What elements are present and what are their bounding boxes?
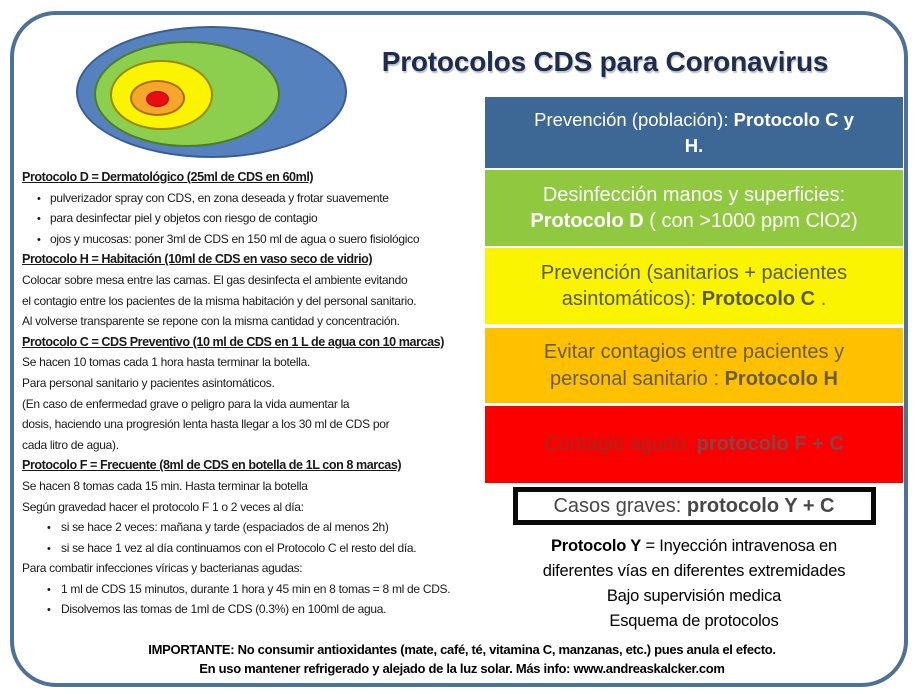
protocol-box-prevencion-poblacion: Prevención (población): Protocolo C y H.: [485, 97, 903, 168]
bullet-icon: •: [37, 213, 41, 226]
protocol-header: Protocolo F = Frecuente (8ml de CDS en b…: [22, 458, 402, 473]
protocol-box-casos-graves: Casos graves: protocolo Y + C: [512, 487, 876, 525]
text-line: Para personal sanitario y pacientes asin…: [22, 375, 275, 390]
protocol-box-desinfeccion: Desinfección manos y superficies: Protoco…: [485, 170, 903, 246]
bullet-text: pulverizador spray con CDS, en zona dese…: [50, 190, 389, 205]
text: personal sanitario :: [550, 367, 725, 390]
bold-text: protocolo Y + C: [686, 494, 835, 517]
bold-text: Protocolo C: [701, 288, 816, 310]
text: asintomáticos):: [561, 288, 702, 310]
protocol-box-evitar-contagios: Evitar contagios entre pacientes y person…: [485, 328, 903, 403]
text-line: Al volverse transparente se repone con l…: [22, 314, 400, 329]
bullet-icon: •: [47, 604, 51, 617]
bullet-text: Disolvemos las tomas de 1ml de CDS (0.3%…: [61, 602, 387, 617]
page-title: Protocolos CDS para Coronavirus: [381, 46, 829, 77]
bullet-icon: •: [37, 192, 41, 205]
footer-line: En uso mantener refrigerado y alejado de…: [199, 660, 725, 676]
protocol-box-prevencion-sanitarios: Prevención (sanitarios + pacientes asinto…: [485, 248, 903, 324]
note-line: Bajo supervisión medica: [485, 584, 903, 609]
text-line: Se hacen 8 tomas cada 15 min. Hasta term…: [22, 478, 308, 493]
text: Esquema de protocolos: [609, 612, 779, 630]
bold-text: Protocolo H: [724, 367, 838, 390]
text-line: • Disolvemos las tomas de 1ml de CDS (0.3…: [22, 599, 492, 620]
bullet-text: si se hace 1 vez al día continuamos con …: [61, 540, 417, 555]
box-line: personal sanitario : Protocolo H: [550, 366, 838, 393]
box-line: Prevención (población): Protocolo C y: [534, 107, 854, 133]
text: Casos graves:: [553, 494, 687, 517]
bullet-text: para desinfectar piel y objetos con ries…: [50, 211, 318, 226]
box-line: H.: [685, 133, 704, 159]
text-line: • si se hace 2 veces: mañana y tarde (esp…: [22, 517, 492, 538]
bullet-icon: •: [47, 522, 51, 535]
text-line: Se hacen 10 tomas cada 1 hora hasta term…: [22, 355, 311, 370]
text-line: el contagio entre los pacientes de la mi…: [22, 293, 417, 308]
box-line: Casos graves: protocolo Y + C: [553, 493, 834, 520]
bold-text: Protocolo D: [530, 210, 644, 232]
text-line: (En caso de enfermedad grave o peligro p…: [22, 396, 350, 411]
protocol-header: Protocolo D = Dermatológico (25ml de CDS…: [22, 170, 314, 184]
red-center-ellipse: [146, 91, 169, 107]
text: Prevención (sanitarios + pacientes: [540, 261, 848, 284]
bold-text: protocolo F + C: [696, 433, 844, 456]
protocol-y-note: Protocolo Y = Inyección intravenosa en di…: [485, 534, 903, 634]
bold-text: Protocolo C y: [733, 108, 854, 130]
text-line: • pulverizador spray con CDS, en zona des…: [22, 188, 492, 209]
text-line: • 1 ml de CDS 15 minutos, durante 1 hora …: [22, 579, 492, 600]
text: Prevención (población):: [534, 108, 734, 130]
text-line: • para desinfectar piel y objetos con rie…: [22, 208, 492, 229]
text: .: [815, 288, 827, 310]
bullet-text: ojos y mucosas: poner 3ml de CDS en 150 …: [50, 231, 420, 246]
box-line: Evitar contagios entre pacientes y: [544, 339, 844, 366]
bullet-icon: •: [47, 583, 51, 596]
box-line: Protocolo D ( con >1000 ppm ClO2): [530, 208, 857, 235]
card-border: [10, 11, 908, 687]
bullet-text: si se hace 2 veces: mañana y tarde (espa…: [61, 520, 389, 535]
left-column: Protocolo D = Dermatológico (25ml de CDS…: [22, 167, 492, 620]
bullet-icon: •: [47, 542, 51, 555]
note-line: Esquema de protocolos: [485, 609, 903, 634]
text-line: cada litro de agua).: [22, 437, 119, 452]
text-line: Colocar sobre mesa entre las camas. El g…: [22, 272, 408, 287]
bold-text: H.: [684, 134, 704, 156]
text: Desinfección manos y superficies:: [542, 183, 846, 206]
footer-line: IMPORTANTE: No consumir antioxidantes (m…: [148, 642, 776, 657]
box-line: Desinfección manos y superficies:: [543, 182, 845, 209]
text: Evitar contagios entre pacientes y: [543, 341, 845, 363]
text: diferentes vías en diferentes extremidad…: [542, 562, 846, 580]
text-line: • si se hace 1 vez al día continuamos con…: [22, 538, 492, 559]
box-line: Prevención (sanitarios + pacientes: [541, 260, 847, 287]
text-line: dosis, haciendo una progresión lenta has…: [22, 417, 390, 432]
box-line: Contagio agudo: protocolo F + C: [544, 431, 844, 458]
note-line: diferentes vías en diferentes extremidad…: [485, 559, 903, 584]
bold-text: Protocolo Y: [550, 537, 642, 555]
protocol-header: Protocolo C = CDS Preventivo (10 ml de C…: [22, 334, 444, 349]
text: = Inyección intravenosa en: [641, 537, 838, 555]
note-line: Protocolo Y = Inyección intravenosa en: [485, 534, 903, 559]
footer-warning: IMPORTANTE: No consumir antioxidantes (m…: [20, 641, 904, 678]
protocol-box-contagio-agudo: Contagio agudo: protocolo F + C: [485, 406, 903, 483]
box-line: asintomáticos): Protocolo C .: [562, 286, 827, 313]
text: ( con >1000 ppm ClO2): [643, 210, 858, 232]
text: Contagio agudo:: [544, 433, 697, 456]
text: Bajo supervisión medica: [606, 587, 782, 605]
protocol-header: Protocolo H = Habitación (10ml de CDS en…: [22, 252, 373, 267]
text-line: Para combatir infecciones víricas y bact…: [22, 561, 303, 576]
bullet-icon: •: [37, 233, 41, 246]
text-line: • ojos y mucosas: poner 3ml de CDS en 150…: [22, 229, 492, 250]
text-line: Según gravedad hacer el protocolo F 1 o …: [22, 499, 304, 514]
box-stack: Prevención (población): Protocolo C y H. D…: [485, 97, 903, 525]
bullet-text: 1 ml de CDS 15 minutos, durante 1 hora y…: [61, 581, 451, 596]
